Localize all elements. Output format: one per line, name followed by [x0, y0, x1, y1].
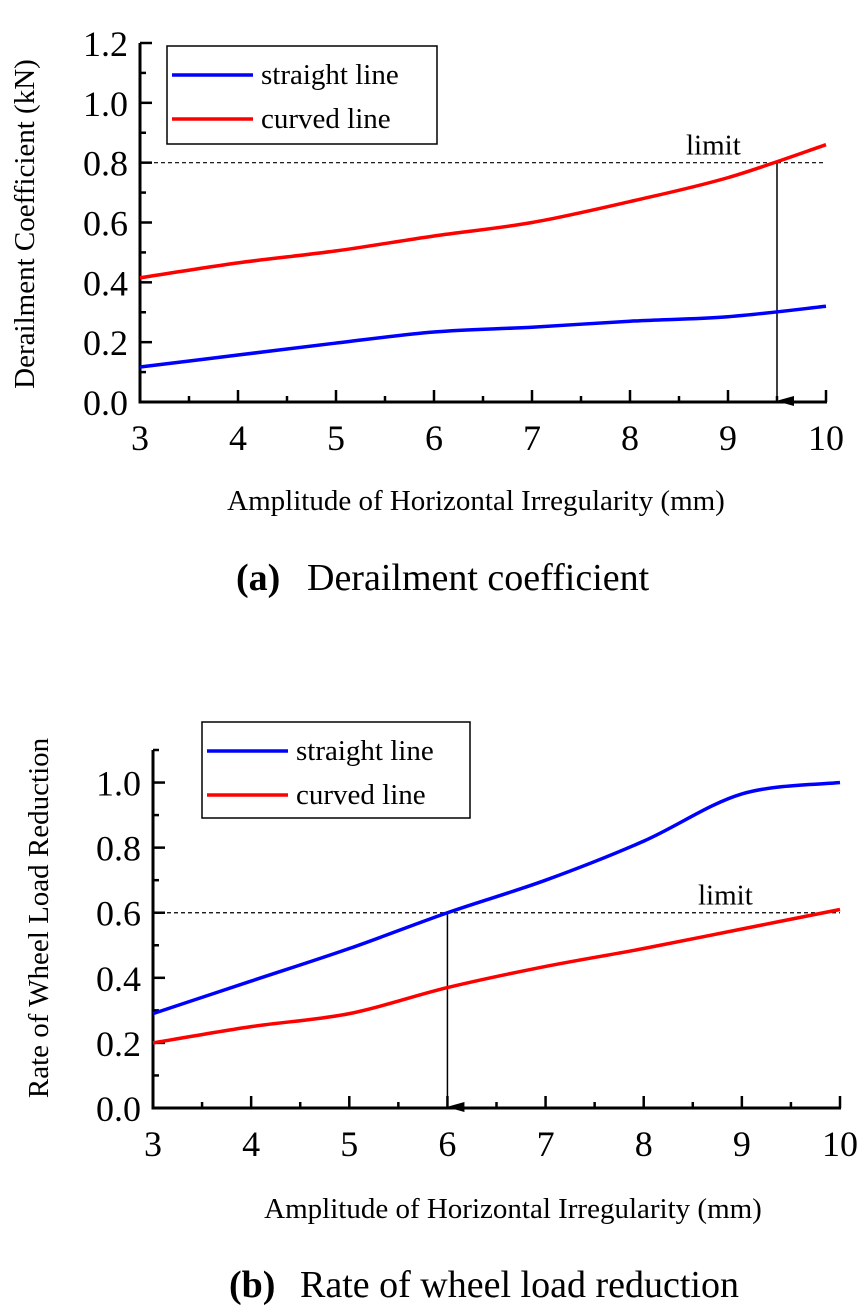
series-group: [139, 143, 827, 369]
x-tick-label: 7: [523, 418, 541, 458]
series-line-straight-line: [139, 304, 827, 369]
x-tick-label: 6: [425, 418, 443, 458]
y-tick-label: 0.6: [96, 894, 141, 934]
y-tick-label: 0.8: [83, 144, 128, 184]
y-axis-title: Derailment Coefficient (kN): [9, 59, 41, 389]
x-tick-label: 7: [537, 1124, 555, 1164]
axes: 3 4 5 6 7 8 9 10 0.0 0.2 0.4 0.6 0.8 1.0 1.2: [83, 24, 844, 458]
x-tick-label: 4: [242, 1124, 260, 1164]
x-tick-label: 5: [340, 1124, 358, 1164]
y-tick-label: 0.8: [96, 829, 141, 869]
x-tick-label: 10: [808, 418, 844, 458]
x-tick-label: 10: [822, 1124, 858, 1164]
legend-box: [201, 721, 471, 819]
caption-tag: (b): [229, 1264, 275, 1306]
legend-label: straight line: [296, 735, 434, 767]
x-tick-label: 9: [733, 1124, 751, 1164]
x-tick-label: 3: [144, 1124, 162, 1164]
axes: 3 4 5 6 7 8 9 10 0.0 0.2 0.4 0.6 0.8 1.0: [96, 748, 858, 1164]
x-tick-label: 8: [621, 418, 639, 458]
chart-wheel-load-reduction: Rate of Wheel Load Reduction Amplitude o…: [23, 721, 858, 1306]
x-tick-label: 5: [327, 418, 345, 458]
series-line-curved-line: [152, 907, 841, 1045]
y-tick-label: 0.4: [83, 263, 128, 303]
legend: straight line curved line: [201, 721, 471, 819]
series-group: [152, 780, 841, 1045]
limit-label: limit: [686, 130, 741, 162]
y-tick-label: 0.2: [83, 323, 128, 363]
legend-label: curved line: [261, 103, 391, 135]
caption-tag: (a): [236, 557, 280, 599]
limit-annotation: limit: [153, 880, 840, 1112]
y-tick-label: 1.0: [83, 84, 128, 124]
x-tick-label: 3: [131, 418, 149, 458]
y-tick-label: 0.6: [83, 204, 128, 244]
y-tick-label: 1.0: [96, 764, 141, 804]
x-tick-label: 4: [229, 418, 247, 458]
x-tick-label: 8: [635, 1124, 653, 1164]
x-tick-label: 9: [719, 418, 737, 458]
legend: straight line curved line: [166, 45, 438, 145]
caption-text: Derailment coefficient: [307, 557, 650, 599]
limit-annotation: limit: [140, 130, 826, 406]
legend-label: curved line: [296, 779, 426, 811]
limit-label: limit: [698, 880, 753, 912]
legend-box: [166, 45, 438, 145]
legend-label: straight line: [261, 59, 399, 91]
y-axis-title: Rate of Wheel Load Reduction: [23, 737, 55, 1098]
y-tick-label: 0.2: [96, 1024, 141, 1064]
y-tick-label: 0.0: [83, 383, 128, 423]
y-tick-label: 1.2: [83, 24, 128, 64]
caption-text: Rate of wheel load reduction: [300, 1264, 739, 1306]
x-axis-title: Amplitude of Horizontal Irregularity (mm…: [227, 485, 725, 517]
y-tick-label: 0.0: [96, 1089, 141, 1129]
chart-derailment-coefficient: Derailment Coefficient (kN) Amplitude of…: [9, 24, 844, 599]
x-tick-label: 6: [438, 1124, 456, 1164]
series-line-straight-line: [152, 780, 841, 1016]
y-tick-label: 0.4: [96, 959, 141, 999]
x-axis-title: Amplitude of Horizontal Irregularity (mm…: [264, 1193, 762, 1225]
series-line-curved-line: [139, 143, 827, 280]
